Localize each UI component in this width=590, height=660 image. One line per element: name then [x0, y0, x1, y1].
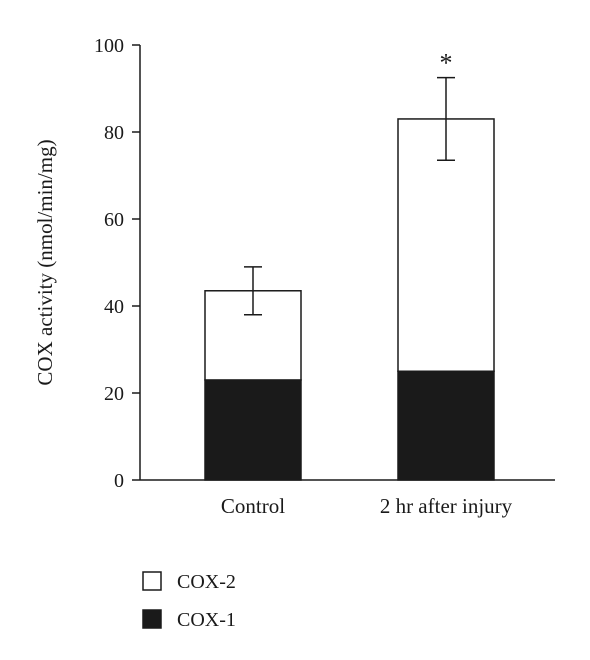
x-category-label: 2 hr after injury [380, 494, 513, 518]
chart-legend: COX-2 COX-1 [142, 571, 236, 631]
legend-swatch [142, 609, 162, 629]
y-tick-label: 0 [114, 470, 124, 492]
legend-label: COX-1 [177, 609, 236, 631]
chart-axes: 0 20 40 60 80 100 COX activity (nmol/min/mg) [33, 35, 555, 492]
y-tick-label: 100 [94, 35, 124, 57]
significance-marker: * [440, 49, 453, 78]
y-tick-label: 20 [104, 383, 124, 405]
y-tick-label: 60 [104, 209, 124, 231]
y-tick-label: 80 [104, 122, 124, 144]
legend-label: COX-2 [177, 571, 236, 593]
y-axis-title: COX activity (nmol/min/mg) [33, 139, 57, 385]
y-tick-label: 40 [104, 296, 124, 318]
x-category-label: Control [221, 494, 285, 518]
chart-labels: Control 2 hr after injury * [221, 49, 513, 518]
legend-swatch [142, 571, 162, 591]
chart-bars [204, 76, 495, 481]
